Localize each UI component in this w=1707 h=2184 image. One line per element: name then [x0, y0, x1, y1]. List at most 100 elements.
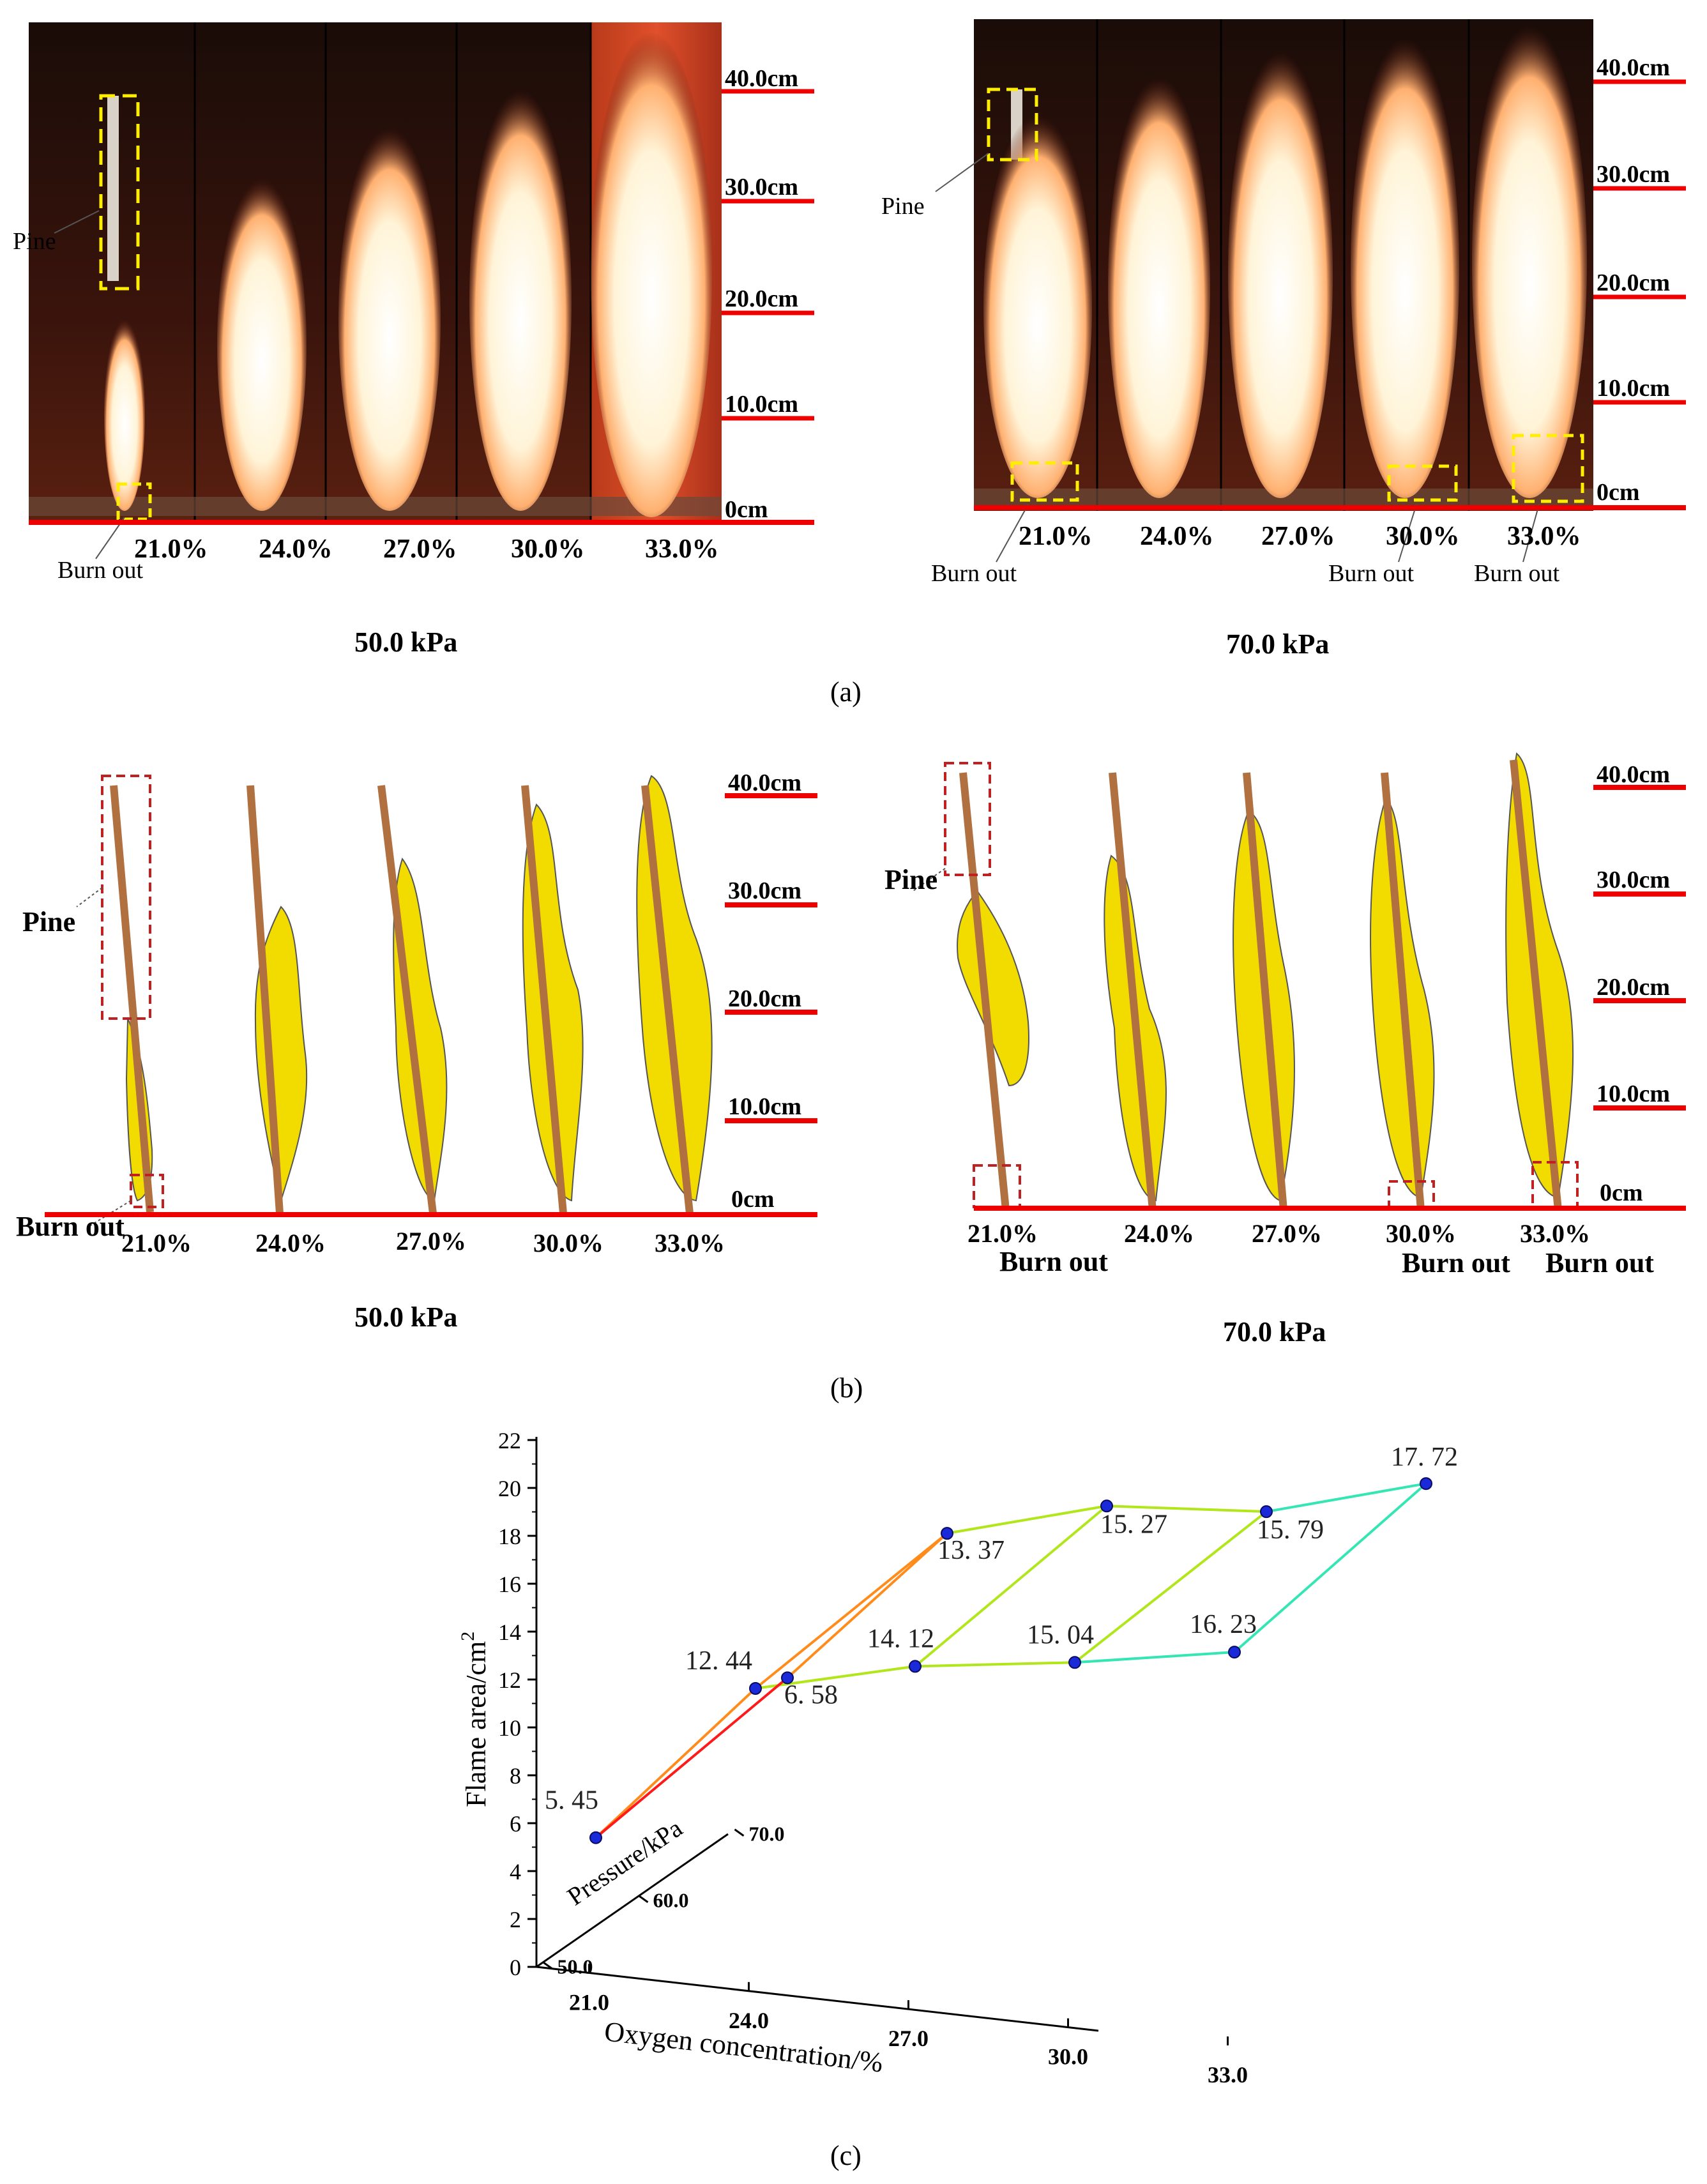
flame-30	[1351, 38, 1459, 498]
panel-b: 40.0cm 30.0cm 20.0cm 10.0cm 0cm 40.0cm 3…	[0, 722, 1707, 1411]
panel-caption: (c)	[830, 2140, 861, 2171]
scale-label: 0cm	[731, 1186, 775, 1213]
y-tick-label: 16	[498, 1572, 521, 1597]
pine-stick	[1381, 772, 1425, 1211]
pine-box	[101, 775, 151, 1020]
z-ticks: 50.0 60.0 70.0	[542, 1823, 785, 1978]
flame-30	[469, 89, 572, 511]
y-tick-label: 6	[510, 1811, 521, 1837]
y-tick-label: 14	[498, 1619, 521, 1645]
panel-caption: (a)	[830, 676, 861, 708]
photo-strip-50kpa	[29, 22, 814, 559]
scale-label: 30.0cm	[725, 174, 798, 201]
flame-outline-27	[393, 857, 448, 1202]
series-segment-70	[946, 1505, 1107, 1535]
pine-stick	[110, 785, 154, 1213]
oxygen-label: 24.0%	[255, 1229, 326, 1257]
z-tick-label: 70.0	[749, 1823, 785, 1846]
flame-33	[591, 32, 712, 517]
pine-stick	[1243, 772, 1287, 1211]
z-tick-label: 60.0	[653, 1889, 689, 1912]
burnout-box	[130, 1174, 164, 1208]
point-labels: 5. 45 12. 44 14. 12 15. 04 16. 23 6. 58 13. 37…	[545, 1443, 1458, 1816]
panel-a: 40.0cm 30.0cm 20.0cm 10.0cm 0cm 40.0cm 3…	[0, 0, 1707, 715]
burnout-box	[116, 482, 152, 521]
pressure-connector	[1233, 1482, 1427, 1653]
oxygen-label: 21.0%	[1019, 522, 1093, 551]
data-point	[909, 1660, 922, 1673]
pressure-connector	[595, 1676, 789, 1839]
burnout-box	[1512, 434, 1584, 503]
series-points	[589, 1477, 1432, 1844]
flame-24	[1108, 77, 1210, 498]
point-label: 5. 45	[545, 1786, 598, 1816]
data-point	[1420, 1477, 1432, 1490]
series-segment-50	[595, 1687, 757, 1839]
photo-strip-70kpa	[935, 19, 1686, 563]
z-tick	[638, 1895, 649, 1903]
data-point	[749, 1681, 762, 1695]
scale-label: 0cm	[1600, 1179, 1643, 1206]
series-segment-50	[914, 1661, 1075, 1668]
y-tick-label: 8	[510, 1763, 521, 1789]
burnout-label: Burn out	[1545, 1247, 1654, 1278]
x-tick-label: 33.0	[1208, 2062, 1248, 2088]
oxygen-label: 21.0%	[967, 1219, 1038, 1248]
oxygen-label: 21.0%	[134, 535, 208, 564]
flame-area-chart: 0 2 4 6 8 10 12 14 16 18 20 22 50.0 60.0 70.0 21.0 24.…	[457, 1428, 1458, 2171]
pine-stick	[959, 772, 1010, 1211]
scale-label: 10.0cm	[1597, 375, 1670, 402]
pressure-connector	[1074, 1510, 1268, 1664]
burnout-label: Burn out	[1402, 1247, 1510, 1278]
pine-label: Pine	[884, 864, 937, 895]
oxygen-label: 27.0%	[1261, 522, 1335, 551]
y-axis-title: Flame area/cm2	[457, 1632, 492, 1807]
pressure-connector	[914, 1505, 1108, 1667]
burnout-box	[1010, 461, 1079, 502]
pine-label: Pine	[22, 906, 75, 937]
x-tick-label: 27.0	[888, 2026, 929, 2051]
data-point	[781, 1671, 794, 1685]
oxygen-label: 33.0%	[1520, 1219, 1590, 1248]
point-label: 17. 72	[1391, 1443, 1458, 1472]
flame-27	[338, 128, 441, 511]
data-point	[1228, 1646, 1241, 1659]
point-label: 15. 04	[1027, 1620, 1094, 1649]
flame-24	[217, 179, 307, 511]
oxygen-label: 33.0%	[655, 1229, 725, 1257]
y-tick-label: 18	[498, 1524, 521, 1549]
burnout-box	[973, 1164, 1021, 1208]
scale-label: 20.0cm	[1597, 269, 1670, 296]
pressure-label: 50.0 kPa	[354, 1301, 457, 1333]
flame-33	[1472, 26, 1587, 498]
oxygen-label: 30.0%	[511, 535, 585, 564]
scale-label: 10.0cm	[1597, 1081, 1670, 1107]
scale-label: 20.0cm	[725, 285, 798, 312]
y-tick-label: 2	[510, 1907, 521, 1932]
x-ticks: 21.0 24.0 27.0 30.0 33.0	[569, 1964, 1248, 2088]
pine-box	[944, 762, 991, 876]
pine-stick	[1510, 759, 1562, 1211]
series-lines	[595, 1482, 1427, 1839]
pine-stick	[107, 96, 119, 281]
flame-21	[104, 319, 145, 511]
flame-27	[1228, 51, 1333, 498]
scale-label: 30.0cm	[1597, 867, 1670, 893]
burnout-label: Burn out	[931, 560, 1017, 587]
oxygen-label: 24.0%	[1140, 522, 1214, 551]
oxygen-label: 33.0%	[645, 535, 719, 564]
y-ticks: 0 2 4 6 8 10 12 14 16 18 20 22	[498, 1428, 536, 1980]
pine-stick	[377, 785, 437, 1214]
pressure-label: 50.0 kPa	[354, 626, 457, 658]
scale-label: 10.0cm	[728, 1093, 801, 1120]
pine-box	[987, 87, 1038, 162]
flame-21	[983, 115, 1092, 498]
scale-label: 20.0cm	[728, 985, 801, 1012]
pine-stick	[247, 785, 284, 1214]
oxygen-label: 33.0%	[1507, 522, 1581, 551]
data-point	[1068, 1656, 1081, 1669]
x-tick-label: 30.0	[1048, 2044, 1088, 2070]
y-tick-label: 22	[498, 1428, 521, 1453]
point-label: 15. 79	[1257, 1515, 1324, 1545]
x-axis	[536, 1966, 1099, 2032]
